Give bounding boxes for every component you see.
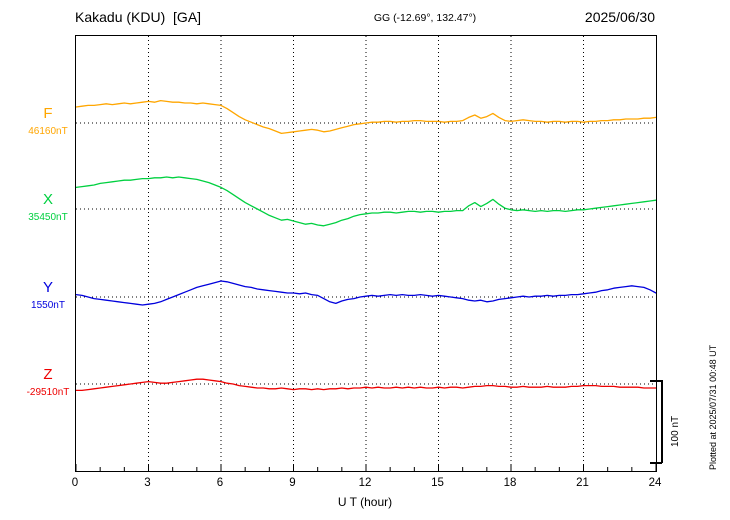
x-tick-label-9: 9: [289, 477, 296, 489]
trace-X: [76, 176, 656, 227]
x-tick-label-0: 0: [71, 477, 79, 489]
plot-area: [75, 35, 657, 472]
x-tick-label-6: 6: [216, 477, 224, 489]
x-tick-label-24: 24: [648, 477, 662, 489]
scale-bar-label: 100 nT: [670, 415, 681, 447]
x-tick-label-21: 21: [576, 477, 589, 489]
trace-baseline-value-Z: -29510nT: [26, 387, 70, 398]
trace-baseline-value-F: 46160nT: [28, 126, 68, 137]
trace-F: [76, 99, 656, 135]
magnetogram-plot-svg: [76, 36, 656, 471]
x-tick-label-12: 12: [358, 477, 372, 489]
trace-label-X: X: [42, 191, 53, 208]
station-title: Kakadu (KDU) [GA]: [75, 9, 202, 25]
x-axis-title: U T (hour): [337, 495, 393, 509]
geo-coords: GG (-12.69°, 132.47°): [373, 12, 477, 24]
plotted-note: Plotted at 2025/07/31 00:48 UT: [708, 344, 718, 470]
scale-bar-top-cap: [650, 380, 662, 382]
date-label: 2025/06/30: [584, 9, 655, 25]
x-tick-label-3: 3: [144, 477, 151, 489]
trace-baseline-value-X: 35450nT: [28, 212, 68, 223]
trace-Z: [76, 378, 656, 392]
trace-label-Y: Y: [42, 279, 53, 296]
trace-label-Z: Z: [43, 366, 53, 383]
scale-bar-line: [661, 380, 663, 463]
trace-baseline-value-Y: 1550nT: [31, 300, 65, 311]
x-tick-label-18: 18: [503, 477, 517, 489]
scale-bar-bottom-cap: [650, 462, 662, 464]
trace-label-F: F: [43, 105, 53, 122]
trace-Y: [76, 280, 656, 306]
x-tick-label-15: 15: [431, 477, 444, 489]
